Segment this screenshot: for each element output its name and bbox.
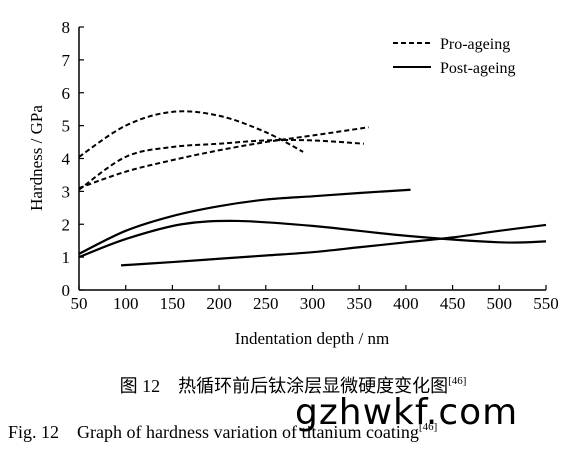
x-tick-label: 300: [300, 294, 326, 313]
caption-cn-ref: [46]: [448, 375, 467, 387]
watermark: gzhwkf.com: [295, 392, 519, 433]
y-tick-label: 6: [62, 84, 71, 103]
x-tick-label: 150: [160, 294, 186, 313]
x-tick-label: 550: [533, 294, 559, 313]
y-tick-label: 5: [62, 117, 71, 136]
axis-labels: Indentation depth / nm Hardness / GPa: [27, 105, 389, 348]
x-tick-label: 50: [71, 294, 88, 313]
y-tick-label: 2: [62, 215, 71, 234]
legend-label-pro-ageing: Pro-ageing: [440, 36, 510, 53]
y-tick-label: 3: [62, 182, 71, 201]
caption-cn-prefix: 图 12: [119, 376, 161, 396]
x-axis-label: Indentation depth / nm: [235, 329, 389, 348]
post-ageing-line-5: [78, 219, 547, 259]
caption-cn-text: 热循环前后钛涂层显微硬度变化图: [178, 376, 449, 396]
post-ageing-line-4: [78, 188, 411, 255]
x-tick-label: 500: [487, 294, 513, 313]
caption-english: Fig. 12 Graph of hardness variation of t…: [8, 421, 586, 443]
x-tick-label: 250: [253, 294, 279, 313]
caption-en-prefix: Fig. 12: [8, 422, 60, 442]
caption-en-text: Graph of hardness variation of titanium …: [77, 422, 419, 442]
caption-chinese: 图 12 热循环前后钛涂层显微硬度变化图[46]: [0, 372, 586, 398]
y-tick-label: 4: [62, 150, 71, 169]
pro-ageing-line-3: [78, 126, 369, 190]
pro-ageing-line-1: [78, 110, 304, 158]
x-tick-label: 450: [440, 294, 466, 313]
caption-en-ref: [46]: [418, 421, 438, 433]
hardness-chart: 50 100 150 200 250 300 350 400 450 500 550 0 1 2 3 4 5 6 7…: [27, 18, 559, 348]
axes: 50 100 150 200 250 300 350 400 450 500 550 0 1 2 3 4 5 6 7…: [62, 18, 559, 313]
legend: Pro-ageing Post-ageing: [393, 36, 516, 77]
x-tick-label: 200: [206, 294, 232, 313]
pro-ageing-line-2: [78, 139, 364, 191]
y-tick-label: 8: [62, 18, 71, 37]
x-tick-label: 350: [346, 294, 372, 313]
y-tick-label: 0: [62, 281, 71, 300]
series-group: [78, 110, 547, 267]
y-axis-label: Hardness / GPa: [27, 105, 46, 211]
post-ageing-line-6: [120, 223, 547, 267]
y-tick-label: 7: [62, 51, 71, 70]
legend-label-post-ageing: Post-ageing: [440, 60, 516, 77]
x-tick-label: 400: [393, 294, 419, 313]
y-tick-label: 1: [62, 248, 71, 267]
x-tick-label: 100: [113, 294, 139, 313]
